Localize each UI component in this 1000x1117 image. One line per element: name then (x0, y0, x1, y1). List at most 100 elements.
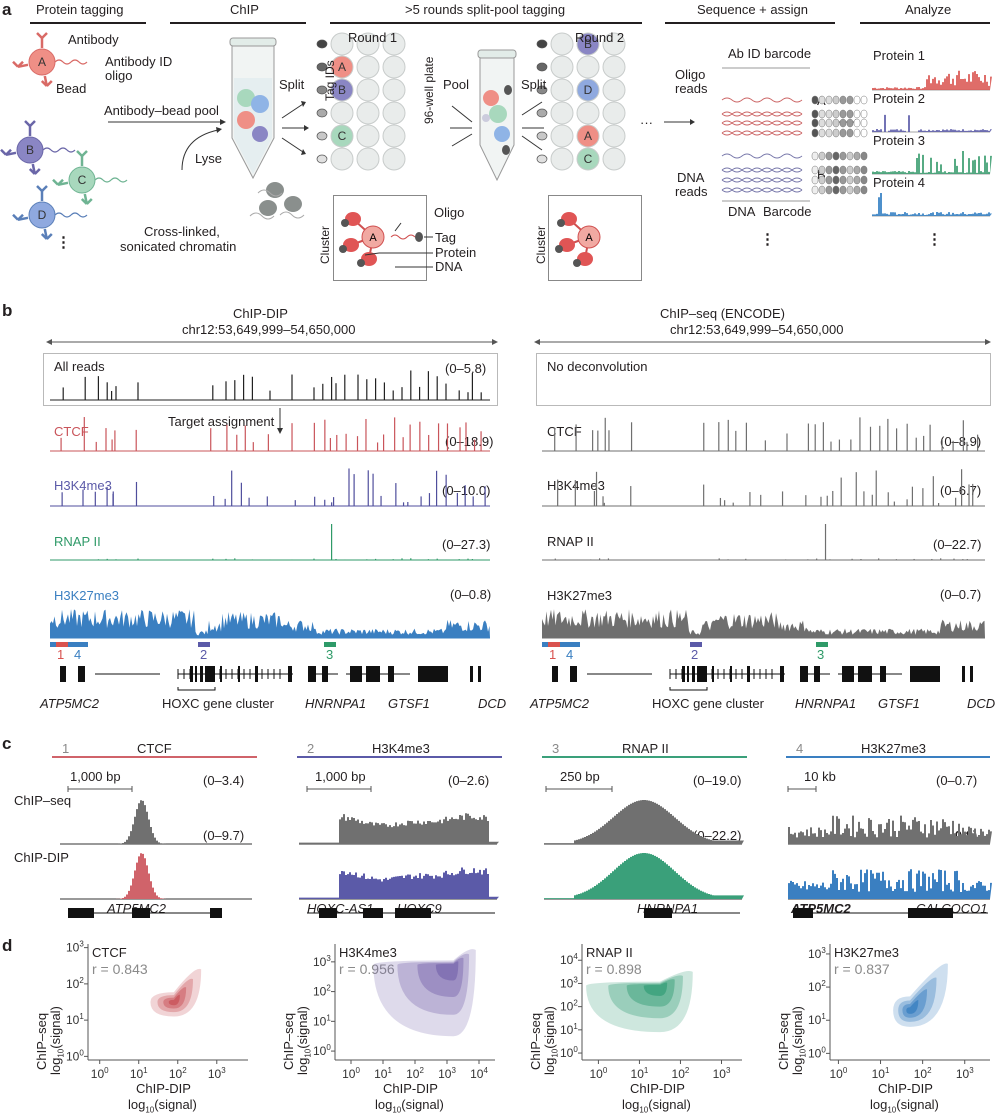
ylabel-line1: ChIP–seq (776, 1012, 791, 1070)
well (602, 124, 626, 148)
barcode-block (853, 185, 861, 195)
barcode-block (825, 175, 833, 185)
label-split-2: Split (521, 77, 547, 92)
well (576, 147, 600, 171)
barcode-block (811, 118, 819, 128)
barcode-block (846, 109, 854, 119)
scatter-r-value: r = 0.837 (834, 962, 890, 976)
density-contour (906, 999, 919, 1014)
exon (800, 666, 808, 682)
y-tick-label: 102 (66, 976, 84, 991)
zoom-signal (544, 853, 744, 899)
scatter-plot-3: 100 101 102 103 100 101 102 103 (808, 944, 990, 1081)
scatter-xlabel-2: log10(signal) (622, 1097, 691, 1115)
zoom-number: 3 (552, 741, 560, 756)
scatter-plot-0: 100 101 102 103 100 101 102 103 (66, 940, 248, 1081)
well (550, 55, 574, 79)
x-tick-label: 103 (208, 1066, 226, 1081)
protein-icon (343, 238, 359, 252)
scatter-title: H3K27me3 (834, 945, 900, 960)
scatter-r-value: r = 0.843 (92, 962, 148, 976)
barcode-block (846, 185, 854, 195)
well (576, 124, 600, 148)
y-tick-label: 103 (808, 946, 826, 961)
barcode-block (818, 151, 826, 161)
well (382, 55, 406, 79)
barcode-block (853, 151, 861, 161)
panel-d-letter: d (2, 936, 13, 955)
well-letter: B (338, 83, 346, 97)
exon (910, 666, 940, 682)
bead-a (577, 225, 601, 249)
barcode-block (860, 128, 868, 138)
all-reads-label: All reads (54, 359, 105, 374)
tag-id-icon (536, 62, 548, 72)
barcode-block (860, 185, 868, 195)
scale-bar-label: 250 bp (560, 769, 600, 784)
scatter-xlabel-2: log10(signal) (375, 1097, 444, 1115)
x-tick-label: 103 (713, 1066, 731, 1081)
zoom-title-rule (786, 756, 990, 758)
barcode-block (811, 165, 819, 175)
bead-circle (28, 48, 56, 76)
reads-illustration (664, 67, 992, 217)
region-marker-1: 1 (57, 647, 65, 662)
section-title-protein-tagging: Protein tagging (36, 2, 124, 17)
r-annotation: r = 0.956 (339, 961, 395, 977)
zoom-exon (395, 908, 431, 918)
seq-range: (0–19.0) (693, 773, 742, 788)
barcode-block (853, 165, 861, 175)
section-title-chip: ChIP (230, 2, 259, 17)
exon (238, 666, 240, 682)
r-annotation: r = 0.843 (92, 961, 148, 977)
tag-icon (341, 219, 349, 227)
row-label-chipdip: ChIP-DIP (14, 850, 69, 865)
barcode-block (846, 165, 854, 175)
seq-range: (0–3.4) (203, 773, 245, 788)
region-bar-3 (324, 642, 336, 647)
label-oligo: Oligo (434, 205, 465, 220)
x-tick-label: 100 (830, 1066, 848, 1081)
track-signal (50, 609, 490, 638)
density-contour (643, 982, 668, 996)
barcode-block (839, 128, 847, 138)
zoom-signal (299, 867, 499, 899)
region-marker-4-right: 4 (566, 647, 574, 662)
barcode-block (818, 165, 826, 175)
exon (712, 666, 714, 682)
barcode-block (846, 118, 854, 128)
well (330, 32, 354, 56)
scale-bar-label: 1,000 bp (315, 769, 366, 784)
well (550, 78, 574, 102)
ylabel-line1: ChIP–seq (528, 1012, 543, 1070)
gene-label: HOXC gene cluster (652, 696, 764, 711)
region-bar-4 (50, 642, 88, 647)
barcode-block (818, 118, 826, 128)
x-tick-label: 100 (91, 1066, 109, 1081)
y-tick-label: 103 (313, 954, 331, 969)
barcode-block (832, 175, 840, 185)
zoom-exon (363, 908, 383, 918)
exon (682, 666, 685, 682)
label-read-b: B (817, 167, 826, 182)
tag-id-icon (316, 154, 328, 164)
track-label-rnap-dip: RNAP II (54, 534, 101, 549)
protein-signal-1 (872, 70, 992, 90)
zoom-number: 4 (796, 741, 804, 756)
row-label-chipseq: ChIP–seq (14, 793, 72, 808)
well (576, 55, 600, 79)
region-marker-1-right: 1 (549, 647, 557, 662)
gene-label: GTSF1 (878, 696, 920, 711)
x-tick-label: 101 (631, 1066, 649, 1081)
well (550, 32, 574, 56)
zoom-target-title: RNAP II (622, 741, 669, 756)
label-split-1: Split (279, 77, 305, 92)
chipseq-title: ChIP–seq (ENCODE) (660, 306, 785, 321)
region-bar-1 (56, 642, 68, 647)
gene-label: GTSF1 (388, 696, 430, 711)
scatter-title: CTCF (92, 945, 127, 960)
barcode-block (846, 95, 854, 105)
label-tag-ids: Tag IDs (323, 60, 337, 101)
hoxc-bracket (177, 687, 216, 691)
cluster-box-round1 (333, 195, 427, 281)
